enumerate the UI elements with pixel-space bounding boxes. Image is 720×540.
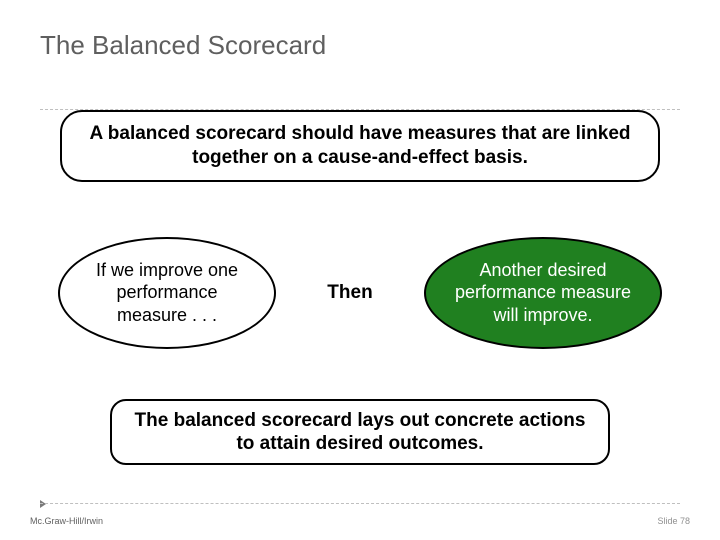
slide-number: Slide 78 (657, 516, 690, 526)
footer-arrow-icon (40, 500, 46, 508)
if-oval: If we improve one performance measure . … (58, 237, 276, 349)
conclusion-box: The balanced scorecard lays out concrete… (110, 399, 610, 465)
footer-copyright: Mc.Graw-Hill/Irwin (30, 516, 103, 526)
cause-effect-row: If we improve one performance measure . … (58, 237, 662, 349)
intro-box: A balanced scorecard should have measure… (60, 110, 660, 182)
slide: The Balanced Scorecard A balanced scorec… (0, 0, 720, 540)
then-label: Then (327, 282, 372, 304)
then-oval: Another desired performance measure will… (424, 237, 662, 349)
footer-divider (40, 503, 680, 504)
slide-title: The Balanced Scorecard (40, 30, 680, 69)
